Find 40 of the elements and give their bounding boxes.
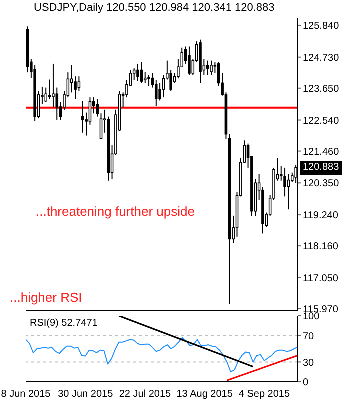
- y-tick-label: 30: [303, 358, 315, 369]
- candlestick: [44, 87, 48, 103]
- y-tick-label: 120.350: [303, 178, 340, 190]
- candlestick: [287, 174, 290, 210]
- y-tick-label: 119.240: [303, 210, 339, 222]
- candlestick: [52, 63, 55, 108]
- candlestick: [144, 72, 147, 84]
- y-tick-label: 124.730: [303, 52, 340, 64]
- candlestick: [206, 60, 210, 76]
- y-tick-label: 123.650: [303, 84, 340, 95]
- y-tick-label: 0: [303, 378, 309, 389]
- x-tick-label: 13 Aug 2015: [176, 389, 234, 400]
- candlestick: [154, 80, 158, 107]
- candlestick: [96, 98, 99, 118]
- x-tick-label: 4 Sep 2015: [238, 389, 290, 400]
- x-tick-label: 8 Jun 2015: [1, 389, 52, 400]
- y-tick-label: 118.160: [303, 242, 339, 253]
- chart-title: RSI(9) 52.7471: [30, 318, 98, 329]
- y-tick-label: 70: [303, 331, 315, 342]
- chart-title: USDJPY,Daily 120.550 120.984 120.341 120.883: [34, 2, 275, 14]
- x-tick-label: 22 Jul 2015: [119, 389, 172, 400]
- y-tick-label: 122.540: [303, 116, 340, 127]
- candlestick: [136, 63, 140, 82]
- line-series: [26, 337, 298, 373]
- candlestick: [140, 62, 144, 84]
- candlestick: [81, 100, 84, 134]
- candlestick: [48, 79, 52, 100]
- y-tick-label: 125.840: [303, 21, 340, 32]
- candlestick: [188, 46, 191, 76]
- y-tick-label: 117.050: [303, 274, 339, 285]
- candlestick: [210, 60, 213, 76]
- y-tick-label: 121.460: [303, 146, 340, 158]
- annotation: ...threatening further upside: [36, 204, 196, 219]
- candlestick: [88, 97, 92, 126]
- candlestick: [78, 76, 81, 92]
- text: 120.883: [300, 160, 342, 175]
- candlestick: [162, 74, 166, 98]
- candlestick: [148, 74, 150, 87]
- x-tick-label: 30 Jun 2015: [58, 389, 114, 400]
- annotation: ...higher RSI: [10, 290, 84, 305]
